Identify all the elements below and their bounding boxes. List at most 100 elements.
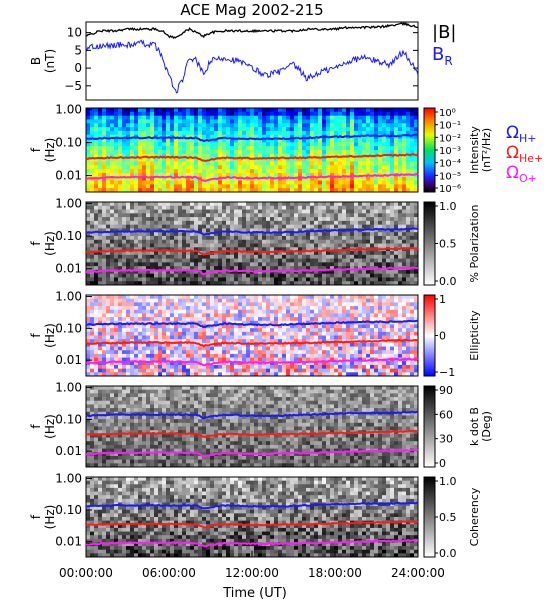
y-tick-label: 0.10 [55,136,82,150]
intensity-frame [85,107,419,193]
y-tick-label: 5 [74,43,82,57]
legend-b-r: BR [432,44,453,68]
intensity-spectrogram [86,108,419,193]
y-axis-unit: (Hz) [43,505,57,530]
y-axis-label: f [29,424,43,429]
legend-omega-he-main: Ω [506,143,519,163]
intensity-colorbar: 10⁰ 10⁻¹10⁻² 10⁻³ 10⁻⁴10⁻⁵ 10⁻⁶ Intensity (nT²… [423,107,493,195]
polarization-frame [85,201,419,286]
gyrofrequency-line [85,429,419,439]
y-axis-label: f [29,147,43,152]
x-tick-label: 24:00:00 [391,566,445,580]
gyrofrequency-line [85,338,419,348]
legend-omega: ΩH+ ΩHe+ ΩO+ [506,123,543,185]
legend-b-r-sub: R [444,54,452,68]
y-axis-label: f [29,514,43,519]
colorbar-scale [423,385,436,468]
colorbar-scale [423,107,436,193]
colorbar-label: Coherency [468,487,481,546]
y-tick-label: 1.00 [55,103,82,117]
legend-b: |B| BR [432,22,456,68]
ellipticity-colorbar: 1 0 −1 Ellipticity [423,293,481,379]
polarization-colorbar: 1.0 0.5 0.0 % Polarization [423,200,481,288]
legend-omega-he: ΩHe+ [506,143,543,165]
legend-b-total: |B| [432,22,456,43]
legend-omega-h-main: Ω [506,123,519,143]
gyrofrequency-line [85,133,419,142]
x-tick-label: 00:00:00 [59,566,113,580]
colorbar-tick-label: 1.0 [439,200,457,213]
y-tick-label: 0.01 [55,353,82,367]
y-tick-label: 0.01 [55,444,82,458]
gyrofrequency-line [85,266,419,276]
legend-omega-o-sub: O+ [519,172,537,185]
y-tick-label: 0.10 [55,229,82,243]
b-series-line [85,39,419,94]
y-tick-label: 0.01 [55,262,82,276]
gyrofrequency-line [85,247,419,256]
intensity-panel: 1.00 0.10 0.01 f (Hz) 10⁰ 10⁻¹10⁻² 10⁻³ 10⁻⁴10⁻⁵… [29,103,493,195]
y-tick-label: 10 [67,26,82,40]
x-axis: 00:00:00 06:00:00 12:00:00 18:00:00 24:00:00 [59,551,445,580]
colorbar-tick-label: 10⁻³ [439,146,461,157]
k-dot-b-spectrogram [86,386,419,468]
gyrofrequency-line [85,153,419,163]
figure-title: ACE Mag 2002-215 [180,1,323,19]
b-field-plot-area [85,21,419,101]
coherency-panel: 1.00 0.10 0.01 f (Hz) 1.0 0.5 0.0 Coherency [29,472,481,560]
colorbar-scale [423,201,436,286]
y-axis-unit: (Hz) [43,323,57,348]
gyrofrequency-line [85,172,419,182]
colorbar-tick-label: 0 [439,457,446,470]
colorbar-tick-label: 10⁻⁵ [439,171,461,182]
legend-omega-h-sub: H+ [519,132,537,145]
y-axis-unit: (Hz) [43,138,57,163]
y-tick-label: 1.00 [55,472,82,486]
y-tick-label: 0.01 [55,534,82,548]
b-field-panel: 10 5 0 −5 B (nT) [29,21,419,101]
y-tick-label: 0.10 [55,321,82,335]
colorbar-tick-label: 1.0 [439,475,457,488]
legend-omega-h: ΩH+ [506,123,537,145]
colorbar-label: Ellipticity [468,310,481,361]
colorbar-tick-label: 0.0 [439,275,457,288]
colorbar-label: k dot B [468,407,481,446]
gyrofrequency-line [85,357,419,367]
x-tick-label: 18:00:00 [308,566,362,580]
ellipticity-frame [85,294,419,377]
x-tick-label: 12:00:00 [225,566,279,580]
colorbar-tick-label: 0.5 [439,511,457,524]
colorbar-label: Intensity [468,126,481,174]
y-tick-label: 0 [74,61,82,75]
k-dot-b-colorbar: 90 60 30 0 k dot B (Deg) [423,384,493,470]
polarization-panel: 1.00 0.10 0.01 f (Hz) 1.0 0.5 0.0 % Polarization [29,197,481,288]
colorbar-scale [423,476,436,558]
gyrofrequency-line [85,410,418,420]
colorbar-tick-label: 10⁻⁶ [439,184,461,195]
y-tick-label: 0.10 [55,412,82,426]
colorbar-tick-label: 1 [439,293,446,306]
coherency-spectrogram [86,477,419,558]
y-tick-label: 0.01 [55,169,82,183]
x-axis-label: Time (UT) [222,586,287,600]
colorbar-tick-label: 0 [439,330,446,343]
colorbar-tick-label: 10⁻⁴ [439,159,461,170]
y-tick-label: 0.10 [55,503,82,517]
gyrofrequency-line [85,319,419,329]
gyrofrequency-line [85,520,419,529]
gyrofrequency-line [85,501,419,510]
colorbar-unit: (nT²/Hz) [480,128,493,172]
gyrofrequency-line [85,227,419,237]
y-axis-unit: (Hz) [43,414,57,439]
colorbar-tick-label: 10⁰ [439,108,456,119]
y-tick-label: −5 [64,79,82,93]
y-axis-label: B [29,57,43,65]
colorbar-tick-label: 90 [439,384,453,397]
legend-b-r-main: B [432,44,444,65]
y-axis-unit: (nT) [43,49,57,73]
y-tick-label: 1.00 [55,381,82,395]
y-tick-label: 1.00 [55,290,82,304]
k-dot-b-panel: 1.00 0.10 0.01 f (Hz) 90 60 30 0 k dot B (Deg) [29,381,493,470]
gyrofrequency-line [85,538,418,548]
